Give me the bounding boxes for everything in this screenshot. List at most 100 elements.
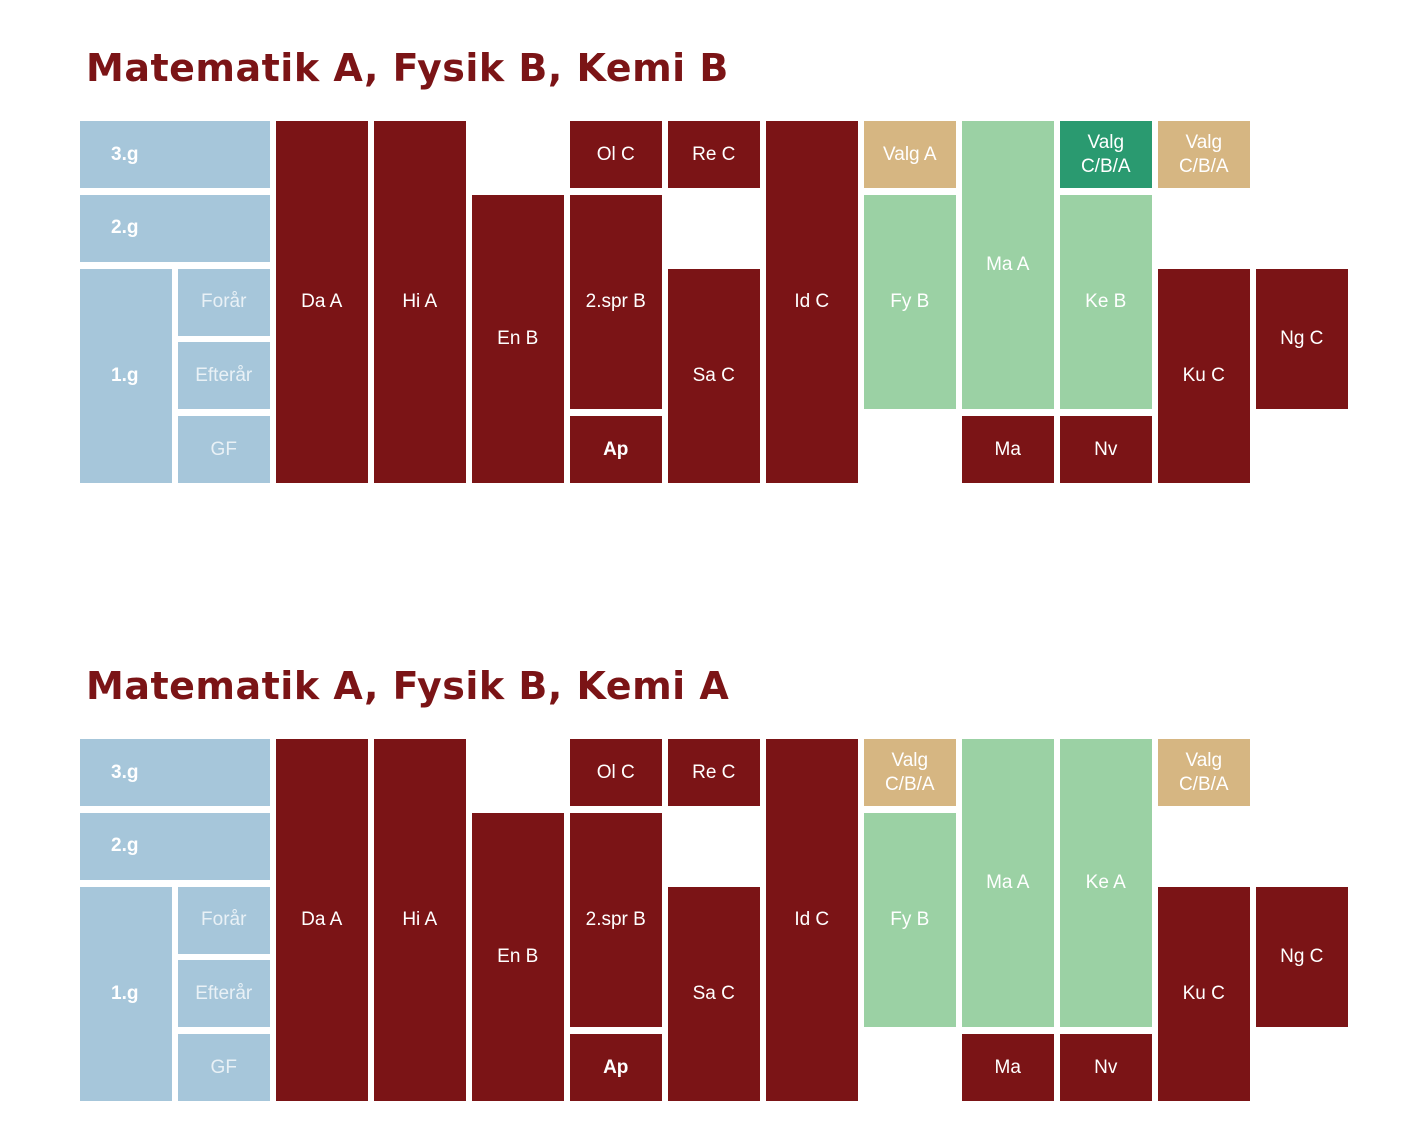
subject-block-ke-b: Ke B xyxy=(1060,194,1152,410)
subject-label: Valg C/B/A xyxy=(1178,131,1229,177)
subject-block-re-c: Re C xyxy=(668,739,760,806)
section-title: Matematik A, Fysik B, Kemi B xyxy=(86,46,729,90)
subject-label: 2.spr B xyxy=(585,909,646,930)
subject-block-ol-c: Ol C xyxy=(570,121,662,188)
subject-label: Id C xyxy=(794,291,830,312)
subject-label: 2.g xyxy=(111,217,139,239)
subject-label: Valg C/B/A xyxy=(1178,749,1229,795)
subject-label: Efterår xyxy=(195,982,253,1004)
subject-block-ma-a: Ma A xyxy=(962,739,1054,1028)
subject-label: Hi A xyxy=(402,291,438,312)
subject-label: 2.g xyxy=(111,835,139,857)
subject-label: Fy B xyxy=(890,909,930,930)
subject-block-ap: Ap xyxy=(570,416,662,483)
subject-block-ol-c: Ol C xyxy=(570,739,662,806)
subject-label: Valg A xyxy=(882,143,937,165)
subject-block-ng-c: Ng C xyxy=(1256,886,1348,1028)
subject-block-ma: Ma xyxy=(962,416,1054,483)
subject-label: En B xyxy=(497,945,539,967)
subject-block-hi-a: Hi A xyxy=(374,739,466,1101)
subject-block-id-c: Id C xyxy=(766,739,858,1101)
subject-block-gf: GF xyxy=(178,416,270,483)
section-kemi-b: Matematik A, Fysik B, Kemi B 3.g 2.g 1.g Fo… xyxy=(0,46,1408,486)
subject-label: Ol C xyxy=(596,761,635,783)
subject-block-ku-c: Ku C xyxy=(1158,886,1250,1101)
subject-block-da-a: Da A xyxy=(276,739,368,1101)
subject-block-valg-c-b-a: Valg C/B/A xyxy=(864,739,956,806)
subject-grid: 3.g 2.g 1.g Forår Efterår GF Da A Hi A En B Ol C 2… xyxy=(0,121,1408,483)
subject-block-id-c: Id C xyxy=(766,121,858,483)
subject-label: Valg C/B/A xyxy=(884,749,935,795)
subject-block-en-b: En B xyxy=(472,812,564,1101)
subject-label: Re C xyxy=(692,143,736,165)
subject-block-fy-b: Fy B xyxy=(864,194,956,410)
subject-block-re-c: Re C xyxy=(668,121,760,188)
section-kemi-a: Matematik A, Fysik B, Kemi A 3.g 2.g 1.g Fo… xyxy=(0,664,1408,1104)
section-title: Matematik A, Fysik B, Kemi A xyxy=(86,664,730,708)
subject-block-sa-c: Sa C xyxy=(668,886,760,1101)
subject-block-sa-c: Sa C xyxy=(668,268,760,483)
subject-label: Efterår xyxy=(195,364,253,386)
subject-block-da-a: Da A xyxy=(276,121,368,483)
subject-label: GF xyxy=(210,1056,237,1078)
subject-block-1-g: 1.g xyxy=(80,886,172,1101)
subject-block-forår: Forår xyxy=(178,886,270,954)
subject-label: Ke B xyxy=(1085,291,1127,312)
subject-block-hi-a: Hi A xyxy=(374,121,466,483)
subject-block-2-g: 2.g xyxy=(80,812,270,880)
subject-grid: 3.g 2.g 1.g Forår Efterår GF Da A Hi A En B Ol C 2… xyxy=(0,739,1408,1101)
subject-label: 1.g xyxy=(111,364,139,386)
subject-label: Da A xyxy=(301,909,343,930)
subject-label: Sa C xyxy=(692,364,735,386)
subject-block-ku-c: Ku C xyxy=(1158,268,1250,483)
subject-block-valg-c-b-a: Valg C/B/A xyxy=(1158,739,1250,806)
subject-label: Nv xyxy=(1094,1056,1118,1078)
subject-block-1-g: 1.g xyxy=(80,268,172,483)
subject-block-fy-b: Fy B xyxy=(864,812,956,1028)
subject-block-2-spr-b: 2.spr B xyxy=(570,194,662,410)
subject-block-ke-a: Ke A xyxy=(1060,739,1152,1028)
subject-label: Forår xyxy=(201,909,247,930)
subject-label: Fy B xyxy=(890,291,930,312)
subject-label: Ku C xyxy=(1182,364,1225,386)
subject-label: Ng C xyxy=(1280,327,1324,349)
subject-block-nv: Nv xyxy=(1060,416,1152,483)
subject-label: Ma A xyxy=(986,872,1030,894)
subject-label: Ma xyxy=(994,1056,1021,1078)
subject-label: 2.spr B xyxy=(585,291,646,312)
subject-label: Forår xyxy=(201,291,247,312)
subject-block-valg-a: Valg A xyxy=(864,121,956,188)
subject-block-forår: Forår xyxy=(178,268,270,336)
subject-block-ma: Ma xyxy=(962,1034,1054,1101)
subject-label: Ku C xyxy=(1182,982,1225,1004)
subject-label: Ap xyxy=(603,1056,629,1078)
subject-label: Re C xyxy=(692,761,736,783)
subject-label: Ma xyxy=(994,438,1021,460)
subject-label: Ma A xyxy=(986,254,1030,276)
subject-label: Sa C xyxy=(692,982,735,1004)
subject-block-efterår: Efterår xyxy=(178,342,270,410)
subject-block-efterår: Efterår xyxy=(178,960,270,1028)
subject-block-ng-c: Ng C xyxy=(1256,268,1348,410)
subject-block-ap: Ap xyxy=(570,1034,662,1101)
subject-block-3-g: 3.g xyxy=(80,121,270,188)
subject-block-gf: GF xyxy=(178,1034,270,1101)
subject-label: 3.g xyxy=(111,761,139,783)
subject-label: Ap xyxy=(603,438,629,460)
subject-label: Nv xyxy=(1094,438,1118,460)
subject-block-nv: Nv xyxy=(1060,1034,1152,1101)
subject-label: GF xyxy=(210,438,237,460)
subject-label: Hi A xyxy=(402,909,438,930)
subject-label: Id C xyxy=(794,909,830,930)
subject-label: Valg C/B/A xyxy=(1080,131,1131,177)
subject-block-valg-c-b-a: Valg C/B/A xyxy=(1060,121,1152,188)
subject-block-3-g: 3.g xyxy=(80,739,270,806)
subject-label: Ol C xyxy=(596,143,635,165)
subject-label: Ke A xyxy=(1085,872,1126,894)
subject-block-en-b: En B xyxy=(472,194,564,483)
subject-label: Da A xyxy=(301,291,343,312)
subject-block-2-spr-b: 2.spr B xyxy=(570,812,662,1028)
subject-label: 1.g xyxy=(111,982,139,1004)
subject-label: En B xyxy=(497,327,539,349)
subject-label: 3.g xyxy=(111,143,139,165)
